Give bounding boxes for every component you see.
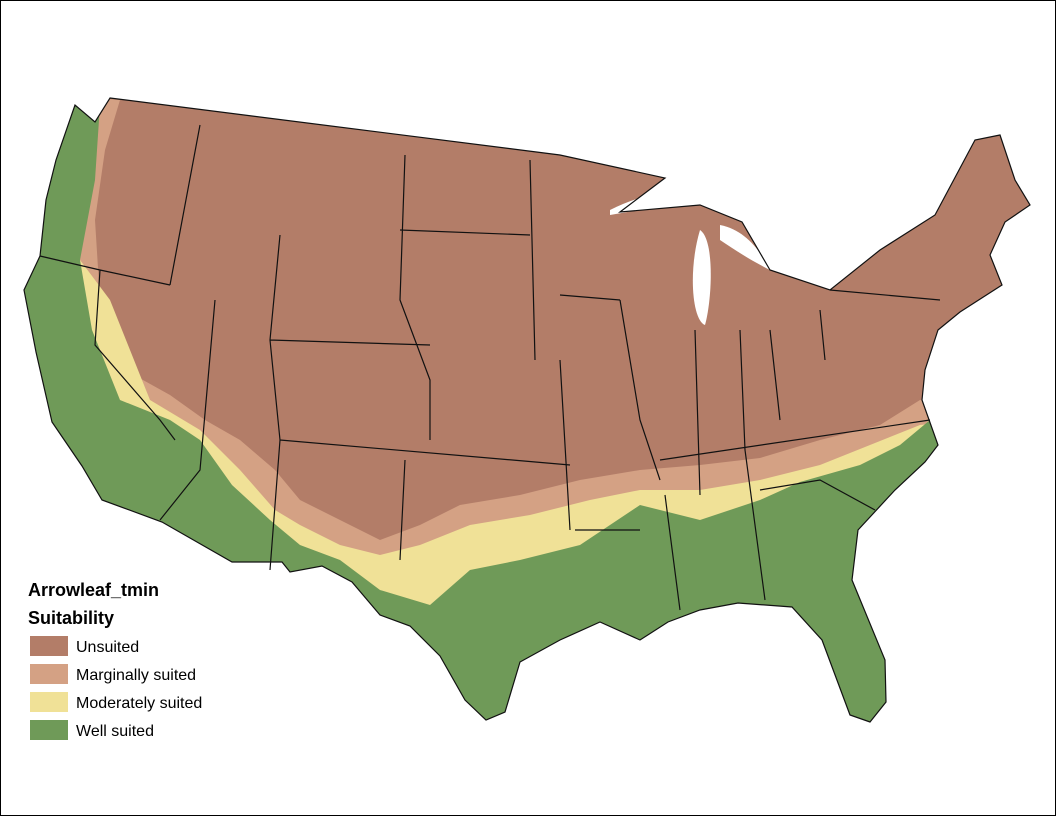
legend-swatch xyxy=(30,720,68,740)
legend-label: Unsuited xyxy=(76,639,139,656)
state-boundaries xyxy=(23,97,1031,723)
legend-swatch xyxy=(30,664,68,684)
legend-title: Arrowleaf_tmin xyxy=(28,580,159,600)
legend-swatch xyxy=(30,636,68,656)
legend-label: Moderately suited xyxy=(76,695,202,712)
legend-label: Well suited xyxy=(76,723,154,740)
water xyxy=(610,193,770,325)
legend-label: Marginally suited xyxy=(76,667,196,684)
legend: Arrowleaf_tmin Suitability Unsuited Margi… xyxy=(28,580,202,740)
legend-swatch xyxy=(30,692,68,712)
legend-subtitle: Suitability xyxy=(28,608,114,628)
